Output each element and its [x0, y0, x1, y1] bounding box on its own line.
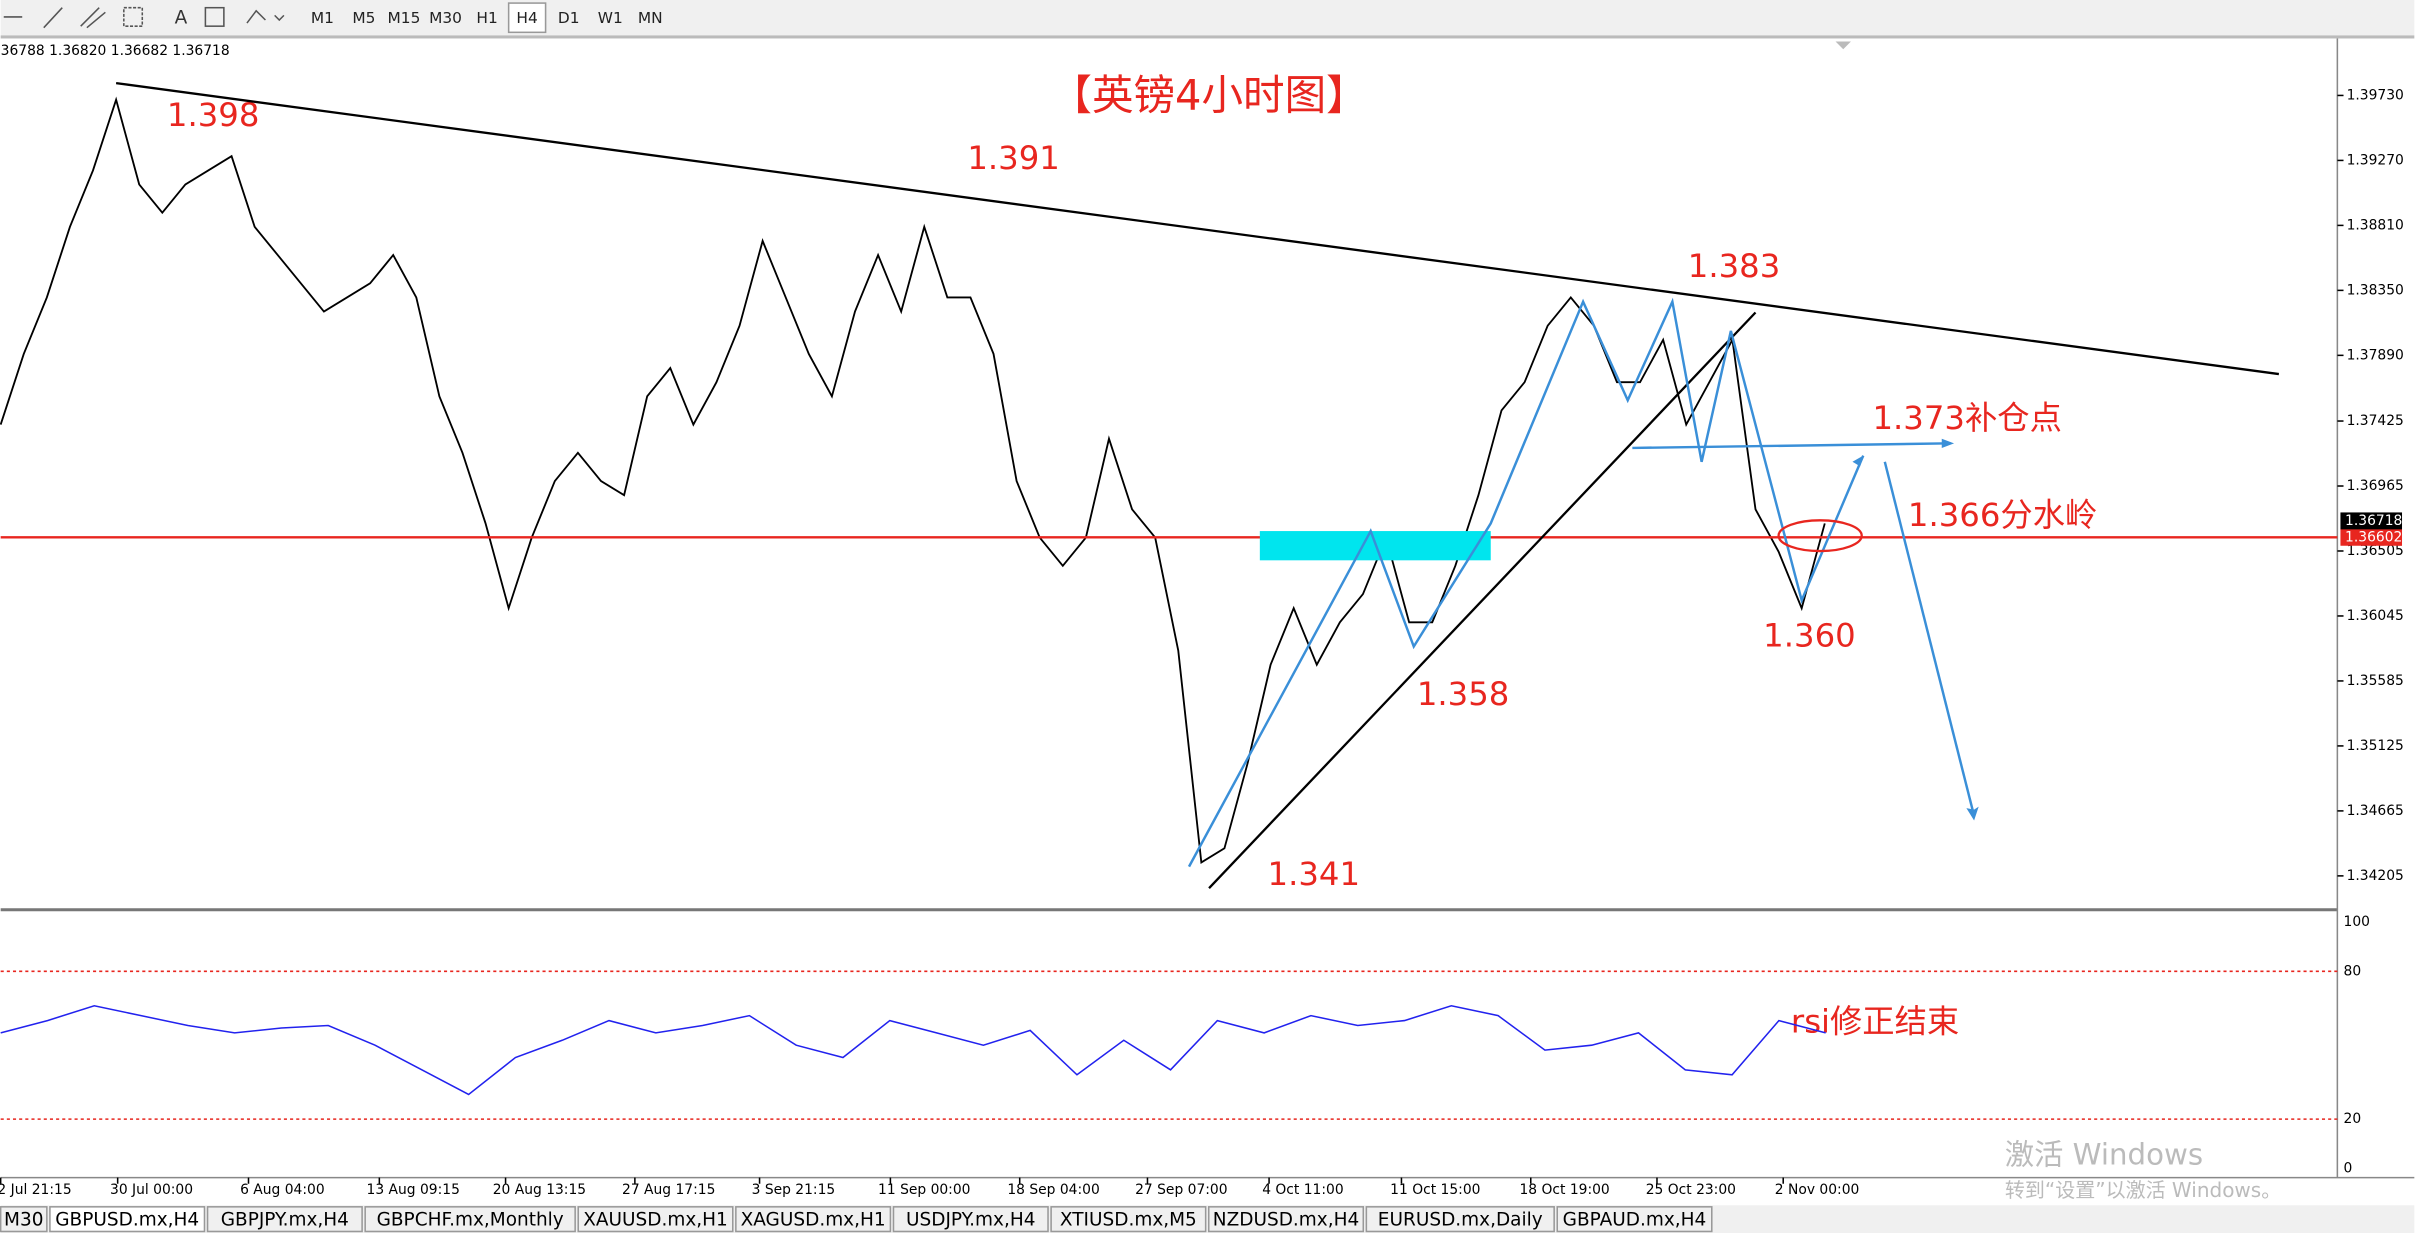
- price-tick-label: 1.36965: [2347, 478, 2404, 494]
- tab[interactable]: [1365, 1206, 1555, 1233]
- chart-title: 【英镑4小时图】: [1050, 71, 1367, 120]
- price-tick-label: 1.39730: [2347, 87, 2404, 103]
- toolbar-icons: [3, 6, 285, 29]
- rsi-tick-label: 0: [2344, 1160, 2353, 1176]
- tab[interactable]: [892, 1206, 1049, 1233]
- date-label: 3 Sep 21:15: [752, 1182, 836, 1198]
- price-tick-label: 1.36045: [2347, 608, 2404, 624]
- timeframe-button[interactable]: MN: [638, 9, 663, 27]
- tab[interactable]: [577, 1206, 734, 1233]
- price-tick-label: 1.37425: [2347, 413, 2404, 429]
- annotation: 1.398: [167, 96, 260, 134]
- tab-label[interactable]: GBPUSD.mx,H4: [55, 1210, 199, 1231]
- annotation: 1.391: [967, 139, 1060, 177]
- level-label-bg: [2340, 528, 2403, 546]
- timeframe-button[interactable]: M30: [429, 9, 462, 27]
- tab-label[interactable]: GBPCHF.mx,Monthly: [377, 1210, 564, 1231]
- price-tick-label: 1.38350: [2347, 282, 2404, 298]
- tab[interactable]: [735, 1206, 892, 1233]
- timeframe-button[interactable]: M1: [311, 9, 334, 27]
- rsi-line: [0, 1005, 1826, 1096]
- annotation: 1.373补仓点: [1872, 399, 2061, 437]
- tab-label[interactable]: XTIUSD.mx,M5: [1060, 1210, 1197, 1231]
- timeframe-button[interactable]: M15: [388, 9, 421, 27]
- arrow-heads: [1852, 438, 1979, 821]
- price-tick-label: 1.34205: [2347, 868, 2404, 884]
- tab[interactable]: [49, 1206, 206, 1233]
- price-tick-label: 1.35585: [2347, 673, 2404, 689]
- tab[interactable]: [206, 1206, 363, 1233]
- tab[interactable]: [0, 1206, 48, 1233]
- tab-label[interactable]: XAGUSD.mx,H1: [741, 1210, 886, 1231]
- tab-label[interactable]: XAUUSD.mx,H1: [583, 1210, 728, 1231]
- price-tick-label: 1.35125: [2347, 738, 2404, 754]
- timeframe-button[interactable]: M5: [352, 9, 375, 27]
- date-label: 13 Aug 09:15: [367, 1182, 460, 1198]
- tab-label[interactable]: USDJPY.mx,H4: [906, 1210, 1035, 1231]
- annotation: rsi修正结束: [1791, 1003, 1959, 1041]
- timeframe-button[interactable]: H4: [516, 9, 537, 27]
- price-line: [0, 96, 1826, 865]
- annotation: 1.383: [1688, 247, 1781, 285]
- timeframe-button[interactable]: D1: [558, 9, 580, 27]
- price-tick-label: 1.36505: [2347, 543, 2404, 559]
- price-panel: [0, 38, 2338, 910]
- tab[interactable]: [1050, 1206, 1207, 1233]
- annotation: 1.360: [1763, 616, 1856, 654]
- text-tool-icon[interactable]: A: [175, 7, 188, 28]
- date-label: 4 Oct 11:00: [1262, 1182, 1343, 1198]
- date-label: 11 Sep 00:00: [878, 1182, 970, 1198]
- ohlc-info: 36788 1.36820 1.36682 1.36718: [1, 43, 230, 59]
- annotation: 1.366分水岭: [1908, 496, 2097, 534]
- highlight-circle: [1777, 519, 1863, 553]
- date-label: 18 Sep 04:00: [1007, 1182, 1099, 1198]
- tab[interactable]: [1207, 1206, 1365, 1233]
- price-tick-label: 1.38810: [2347, 217, 2404, 233]
- date-label: 18 Oct 19:00: [1519, 1182, 1609, 1198]
- tab[interactable]: [1556, 1206, 1713, 1233]
- rsi-tick-label: 20: [2344, 1111, 2362, 1127]
- date-label: 11 Oct 15:00: [1390, 1182, 1480, 1198]
- date-label: 25 Oct 23:00: [1646, 1182, 1736, 1198]
- tab-label[interactable]: GBPJPY.mx,H4: [221, 1210, 349, 1231]
- tab-label[interactable]: GBPAUD.mx,H4: [1563, 1210, 1707, 1231]
- date-label: 2 Nov 00:00: [1775, 1182, 1860, 1198]
- watermark: 转到“设置”以激活 Windows。: [2005, 1178, 2281, 1202]
- tab[interactable]: [364, 1206, 576, 1233]
- bid-label-bg: [2340, 512, 2403, 530]
- timeframe-button[interactable]: H1: [476, 9, 497, 27]
- trend-line: [1208, 311, 1757, 889]
- date-label: 20 Aug 13:15: [493, 1182, 586, 1198]
- shift-marker: [1835, 41, 1851, 50]
- annotation: 1.358: [1417, 675, 1510, 713]
- annotation: 1.341: [1268, 855, 1361, 893]
- trend-line: [115, 81, 2280, 376]
- tab-label[interactable]: M30: [4, 1210, 43, 1231]
- date-label: 27 Aug 17:15: [622, 1182, 715, 1198]
- date-label: 2 Jul 21:15: [0, 1182, 72, 1198]
- date-label: 6 Aug 04:00: [240, 1182, 325, 1198]
- wave-drawing: [1187, 297, 1976, 868]
- pressed-button: [507, 2, 547, 34]
- price-tick-label: 1.39270: [2347, 152, 2404, 168]
- price-tick-label: 1.34665: [2347, 803, 2404, 819]
- tab-label[interactable]: EURUSD.mx,Daily: [1378, 1210, 1543, 1231]
- timeframe-button[interactable]: W1: [598, 9, 623, 27]
- watermark: 激活 Windows: [2005, 1138, 2203, 1172]
- date-label: 30 Jul 00:00: [110, 1182, 193, 1198]
- separator: [0, 35, 2415, 39]
- tab-label[interactable]: NZDUSD.mx,H4: [1213, 1210, 1359, 1231]
- rsi-tick-label: 100: [2344, 914, 2370, 930]
- price-tick-label: 1.37890: [2347, 347, 2404, 363]
- rsi-tick-label: 80: [2344, 963, 2362, 979]
- bid-label: 1.36718: [2345, 513, 2402, 529]
- toolbar: [0, 0, 2415, 36]
- date-label: 27 Sep 07:00: [1135, 1182, 1227, 1198]
- level-label: 1.36602: [2345, 529, 2402, 545]
